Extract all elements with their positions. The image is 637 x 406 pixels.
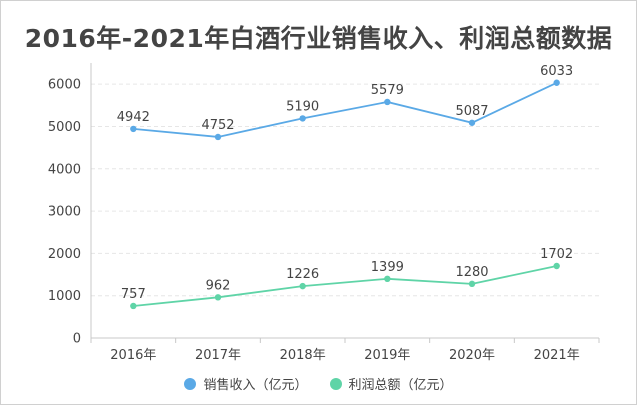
y-tick-label: 6000 (48, 78, 81, 93)
data-label: 5087 (455, 104, 488, 119)
data-point[interactable] (214, 133, 222, 141)
y-tick-label: 2000 (48, 247, 81, 262)
data-label: 1702 (540, 247, 573, 262)
data-point[interactable] (214, 294, 222, 301)
data-point[interactable] (384, 98, 391, 106)
data-point[interactable] (130, 125, 137, 133)
legend-item-profit[interactable]: 利润总额（亿元） (329, 374, 453, 393)
data-label: 962 (206, 278, 231, 293)
data-label: 6033 (540, 64, 573, 79)
x-tick-label: 2019年 (364, 348, 410, 363)
y-tick-label: 3000 (48, 205, 81, 220)
x-tick-label: 2020年 (449, 348, 495, 363)
series-line-1 (133, 265, 557, 307)
data-point[interactable] (130, 302, 137, 310)
data-label: 1226 (286, 267, 319, 282)
data-label: 1280 (455, 265, 488, 280)
y-tick-label: 5000 (48, 120, 81, 135)
data-label: 4752 (201, 118, 234, 133)
x-tick-label: 2017年 (195, 348, 241, 363)
data-label: 757 (121, 287, 146, 302)
data-label: 5190 (286, 99, 319, 114)
legend-item-revenue[interactable]: 销售收入（亿元） (184, 374, 308, 393)
data-point[interactable] (299, 115, 306, 122)
data-label: 4942 (117, 110, 150, 125)
y-tick-label: 0 (73, 332, 81, 347)
y-tick-label: 4000 (48, 162, 81, 177)
chart-legend: 销售收入（亿元） 利润总额（亿元） (1, 374, 636, 393)
data-point[interactable] (468, 280, 476, 288)
x-tick-label: 2021年 (534, 348, 580, 363)
data-point[interactable] (468, 119, 476, 126)
data-point[interactable] (384, 275, 391, 283)
data-label: 1399 (371, 260, 404, 275)
legend-label-revenue: 销售收入（亿元） (203, 378, 308, 393)
data-point[interactable] (553, 79, 560, 86)
chart-title: 2016年-2021年白酒行业销售收入、利润总额数据 (24, 24, 613, 53)
data-point[interactable] (553, 262, 560, 270)
legend-marker-revenue (184, 377, 197, 390)
legend-label-profit: 利润总额（亿元） (348, 378, 453, 393)
data-point[interactable] (299, 282, 306, 290)
series-line-0 (133, 81, 558, 138)
legend-marker-profit (329, 377, 342, 390)
x-tick-label: 2018年 (280, 348, 326, 363)
data-label: 5579 (371, 83, 404, 98)
y-tick-label: 1000 (48, 289, 81, 304)
x-tick-label: 2016年 (110, 348, 156, 363)
